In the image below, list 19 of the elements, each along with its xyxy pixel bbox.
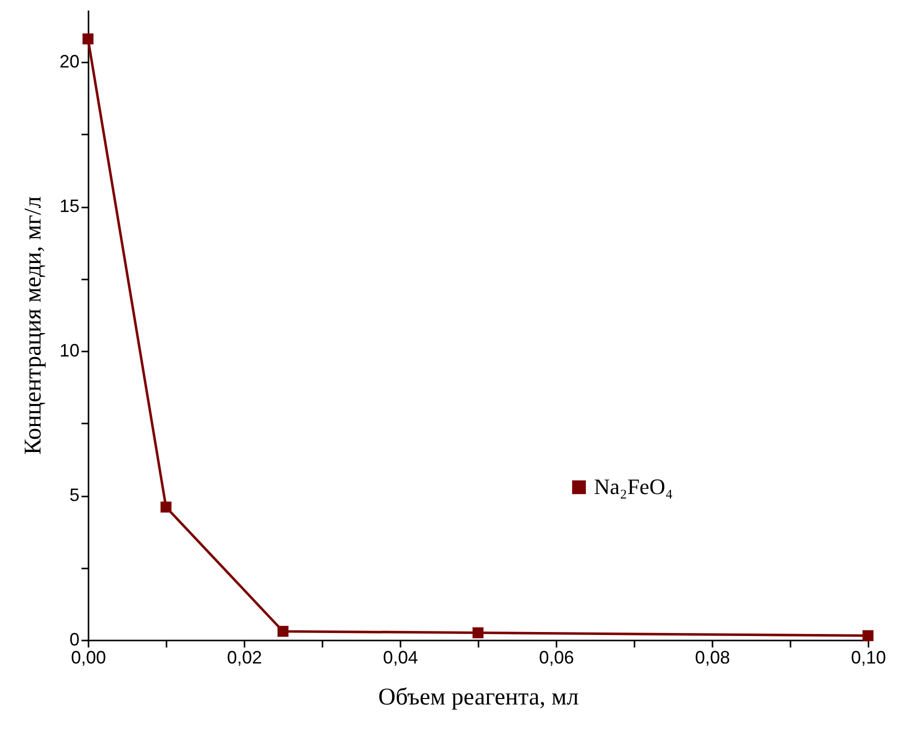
point <box>278 626 288 637</box>
point <box>160 502 172 513</box>
point <box>472 627 484 638</box>
x-tick-label: 0,06 <box>538 648 574 668</box>
y-tick-label: 5 <box>69 485 80 506</box>
legend-label: Na₂FeO₄ <box>594 474 673 500</box>
point <box>82 33 94 44</box>
x-tick-label: 0,04 <box>382 648 418 668</box>
x-tick-label: 0,10 <box>850 648 886 668</box>
y-axis-title: Концентрация меди, мг/л <box>20 196 46 455</box>
y-tick-label: 10 <box>59 340 80 361</box>
x-tick-label: 0,00 <box>70 648 106 668</box>
x-tick-label: 0,08 <box>694 648 730 668</box>
x-axis-title: Объем реагента, мл <box>378 684 579 710</box>
x-tick-label: 0,02 <box>226 648 262 668</box>
point <box>862 630 874 642</box>
y-tick-label: 20 <box>59 52 80 72</box>
y-tick-label: 0 <box>69 630 80 650</box>
y-tick-label: 15 <box>59 196 80 216</box>
